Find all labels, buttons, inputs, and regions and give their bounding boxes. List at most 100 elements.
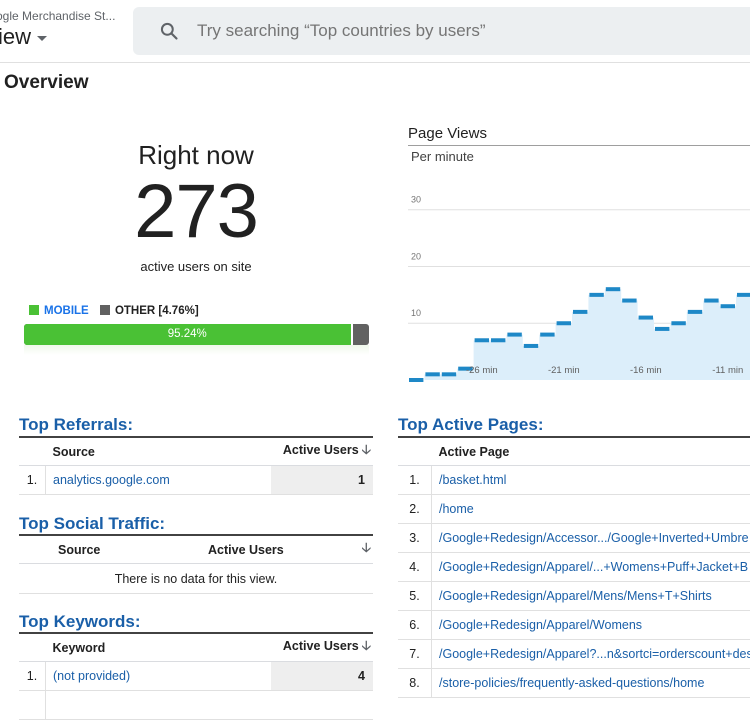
- view-picker[interactable]: iew: [0, 24, 47, 50]
- data-step: [409, 378, 423, 382]
- table-row: 2./home: [398, 495, 750, 524]
- mobile-swatch: [29, 305, 39, 315]
- table-row: 1./basket.html: [398, 466, 750, 495]
- data-step: [442, 372, 456, 376]
- data-step: [507, 333, 521, 337]
- active-page-link[interactable]: /store-policies/frequently-asked-questio…: [432, 669, 750, 698]
- row-index: 5.: [398, 582, 432, 611]
- referrals-header-row: Source Active Users🡣: [19, 437, 373, 466]
- data-step: [557, 321, 571, 325]
- page-views-rule: [408, 145, 750, 146]
- data-step: [737, 293, 750, 297]
- data-step: [475, 338, 489, 342]
- sort-down-icon: 🡣: [362, 637, 371, 659]
- social-table: Source Active Users 🡣 There is no data f…: [19, 534, 373, 594]
- active-page-link[interactable]: /Google+Redesign/Apparel?...n&sortci=ord…: [432, 640, 750, 669]
- page-views-subtitle: Per minute: [411, 149, 474, 164]
- data-step: [721, 304, 735, 308]
- active-page-link[interactable]: /Google+Redesign/Apparel/Mens/Mens+T+Shi…: [432, 582, 750, 611]
- mobile-share-fill: 95.24%: [24, 324, 353, 345]
- search-placeholder: Try searching “Top countries by users”: [197, 21, 485, 41]
- table-row: 8./store-policies/frequently-asked-quest…: [398, 669, 750, 698]
- row-index: 1.: [398, 466, 432, 495]
- table-row: 5./Google+Redesign/Apparel/Mens/Mens+T+S…: [398, 582, 750, 611]
- right-now-label: Right now: [0, 140, 392, 171]
- data-step: [491, 338, 505, 342]
- col-active-users-label: Active Users: [283, 443, 359, 457]
- data-step: [573, 310, 587, 314]
- col-active-users-label: Active Users: [283, 639, 359, 653]
- col-active-page[interactable]: Active Page: [432, 437, 750, 466]
- other-swatch: [100, 305, 110, 315]
- top-active-pages-title[interactable]: Top Active Pages:: [398, 415, 543, 435]
- y-tick-label: 20: [411, 251, 421, 261]
- device-share-bar: 95.24%: [24, 324, 369, 345]
- table-row: 7./Google+Redesign/Apparel?...n&sortci=o…: [398, 640, 750, 669]
- active-page-link[interactable]: /home: [432, 495, 750, 524]
- table-row: 6./Google+Redesign/Apparel/Womens: [398, 611, 750, 640]
- keyword-users-value: 4: [271, 662, 373, 691]
- table-row: [19, 691, 373, 720]
- view-label: iew: [0, 24, 31, 49]
- active-page-link[interactable]: /Google+Redesign/Apparel/Womens: [432, 611, 750, 640]
- col-active-users[interactable]: Active Users🡣: [271, 437, 373, 466]
- row-index: 1.: [19, 466, 46, 495]
- x-tick-label: -16 min: [630, 365, 662, 376]
- data-step: [671, 321, 685, 325]
- sort-down-icon[interactable]: 🡣: [351, 535, 373, 564]
- legend-other: OTHER [4.76%]: [115, 305, 199, 317]
- referral-source-link[interactable]: analytics.google.com: [46, 466, 272, 495]
- col-active-users[interactable]: Active Users: [198, 535, 351, 564]
- active-users-count: 273: [0, 168, 392, 255]
- table-row: There is no data for this view.: [19, 564, 373, 594]
- keywords-table: Keyword Active Users🡣 1. (not provided) …: [19, 632, 373, 720]
- data-step: [540, 333, 554, 337]
- account-name: ogle Merchandise St...: [0, 9, 115, 23]
- x-tick-label: -11 min: [712, 365, 743, 376]
- active-page-link[interactable]: /basket.html: [432, 466, 750, 495]
- data-step: [606, 287, 620, 291]
- row-index: 7.: [398, 640, 432, 669]
- col-keyword[interactable]: Keyword: [46, 633, 272, 662]
- referral-users-value: 1: [271, 466, 373, 495]
- y-tick-label: 30: [411, 195, 421, 205]
- active-page-link[interactable]: /Google+Redesign/Accessor.../Google+Inve…: [432, 524, 750, 553]
- caret-down-icon: [37, 36, 47, 41]
- data-step: [589, 293, 603, 297]
- row-index: 4.: [398, 553, 432, 582]
- search-icon: [159, 21, 179, 41]
- data-step: [425, 372, 439, 376]
- table-row: 3./Google+Redesign/Accessor.../Google+In…: [398, 524, 750, 553]
- active-pages-clip: Active Page 1./basket.html 2./home 3./Go…: [398, 436, 750, 700]
- col-active-users[interactable]: Active Users🡣: [271, 633, 373, 662]
- top-keywords-title[interactable]: Top Keywords:: [19, 612, 141, 632]
- search-input[interactable]: Try searching “Top countries by users”: [133, 7, 750, 55]
- col-source[interactable]: Source: [46, 437, 272, 466]
- data-step: [622, 299, 636, 303]
- row-index: 2.: [398, 495, 432, 524]
- col-source[interactable]: Source: [19, 535, 198, 564]
- active-users-subtitle: active users on site: [0, 259, 392, 274]
- social-header-row: Source Active Users 🡣: [19, 535, 373, 564]
- table-row: 4./Google+Redesign/Apparel/...+Womens+Pu…: [398, 553, 750, 582]
- top-social-title[interactable]: Top Social Traffic:: [19, 514, 165, 534]
- legend-mobile: MOBILE: [44, 305, 89, 317]
- referrals-table: Source Active Users🡣 1. analytics.google…: [19, 436, 373, 495]
- data-step: [524, 344, 538, 348]
- active-pages-header-row: Active Page: [398, 437, 750, 466]
- keyword-link[interactable]: (not provided): [46, 662, 272, 691]
- active-pages-table: Active Page 1./basket.html 2./home 3./Go…: [398, 436, 750, 698]
- page-views-title: Page Views: [408, 125, 487, 142]
- row-index: 6.: [398, 611, 432, 640]
- y-tick-label: 10: [411, 308, 421, 318]
- page-title: Overview: [4, 72, 89, 94]
- sort-down-icon: 🡣: [362, 441, 371, 463]
- active-page-link[interactable]: /Google+Redesign/Apparel/...+Womens+Puff…: [432, 553, 750, 582]
- device-legend: MOBILE OTHER [4.76%]: [29, 305, 199, 317]
- keywords-header-row: Keyword Active Users🡣: [19, 633, 373, 662]
- table-row: 1. (not provided) 4: [19, 662, 373, 691]
- data-step: [655, 327, 669, 331]
- top-referrals-title[interactable]: Top Referrals:: [19, 415, 133, 435]
- x-tick-label: -26 min: [466, 365, 498, 376]
